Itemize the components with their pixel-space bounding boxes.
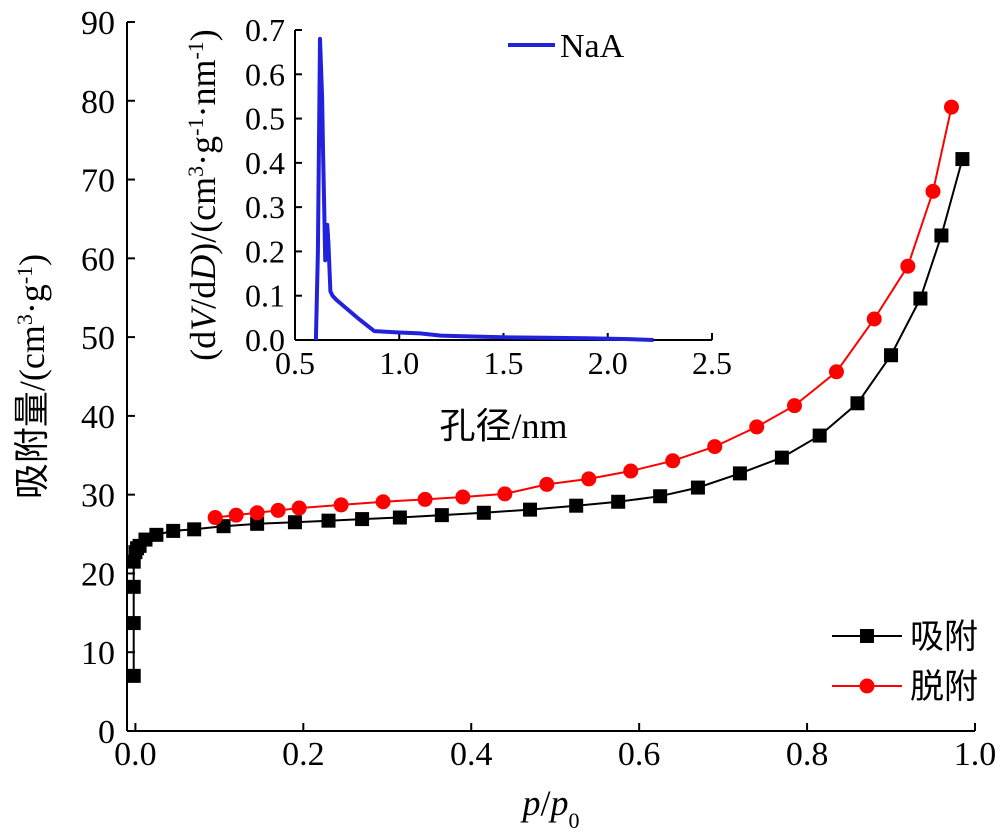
adsorption-point — [138, 532, 153, 547]
y-tick-label: 60 — [81, 241, 115, 278]
inset-x-tick-label: 2.0 — [588, 345, 628, 381]
y-tick-label: 70 — [81, 163, 115, 200]
adsorption-point — [913, 291, 928, 306]
adsorption-point — [321, 513, 336, 528]
inset-series-line-naa — [313, 36, 654, 342]
desorption-point — [581, 471, 597, 487]
y-tick-label: 30 — [81, 478, 115, 515]
x-tick-label: 0.0 — [114, 736, 157, 773]
legend-marker-square — [860, 629, 874, 643]
inset-x-tick-label: 1.0 — [379, 345, 419, 381]
legend-label: 吸附 — [910, 619, 978, 656]
inset-x-axis-title: 孔径/nm — [439, 406, 567, 446]
inset-y-axis-title: (dV/dD)/(cm3·g-1·nm-1) — [183, 29, 224, 361]
inset-x-tick-label: 0.5 — [275, 345, 315, 381]
inset-y-tick-label: 0.3 — [245, 189, 285, 225]
adsorption-point — [690, 480, 705, 495]
adsorption-point — [166, 523, 181, 538]
desorption-point — [623, 463, 639, 479]
desorption-point — [925, 183, 941, 199]
adsorption-point — [955, 152, 970, 167]
desorption-point — [333, 497, 349, 513]
desorption-point — [249, 505, 265, 521]
y-tick-label: 40 — [81, 399, 115, 436]
adsorption-point — [355, 512, 370, 527]
adsorption-point — [476, 505, 491, 520]
adsorption-point — [653, 489, 668, 504]
desorption-point — [707, 439, 723, 455]
desorption-point — [749, 419, 765, 435]
desorption-point — [497, 486, 513, 502]
main-plot: 0 10 20 30 40 50 60 70 80 90 0.0 0.2 0.4 0.6 0.8 1.0 p/p… — [12, 5, 997, 833]
inset-plot: 0.0 0.1 0.2 0.3 0.4 0.5 0.6 0.7 0.5 1.0 1.5 2.0 2.5 孔… — [183, 12, 733, 446]
inset-y-tick-label: 0.7 — [245, 12, 285, 48]
adsorption-point — [774, 450, 789, 465]
adsorption-point — [732, 466, 747, 481]
legend-marker-circle — [859, 678, 875, 694]
adsorption-point — [126, 579, 141, 594]
x-axis-title: p/p0 — [519, 783, 579, 833]
y-tick-label: 10 — [81, 635, 115, 672]
adsorption-point — [126, 616, 141, 631]
inset-y-tick-label: 0.2 — [245, 233, 285, 269]
adsorption-point — [149, 527, 164, 542]
series-line-desorption — [215, 106, 953, 519]
adsorption-point — [250, 516, 265, 531]
desorption-point — [455, 489, 471, 505]
y-tick-label: 50 — [81, 320, 115, 357]
x-tick-label: 0.2 — [282, 736, 325, 773]
desorption-point — [665, 453, 681, 469]
x-tick-label: 0.6 — [618, 736, 661, 773]
adsorption-point — [611, 494, 626, 509]
inset-y-tick-label: 0.6 — [245, 56, 285, 92]
desorption-point — [291, 500, 307, 516]
desorption-point — [375, 494, 391, 510]
inset-legend-label: NaA — [560, 28, 625, 65]
y-tick-label: 20 — [81, 556, 115, 593]
desorption-point — [786, 398, 802, 414]
desorption-point — [417, 491, 433, 507]
x-tick-label: 0.4 — [450, 736, 493, 773]
adsorption-point — [934, 228, 949, 243]
inset-y-tick-label: 0.0 — [245, 322, 285, 358]
adsorption-point — [812, 428, 827, 443]
adsorption-point — [434, 508, 449, 523]
inset-x-tick-label: 2.5 — [692, 345, 732, 381]
adsorption-point — [392, 510, 407, 525]
desorption-point — [866, 311, 882, 327]
desorption-point — [943, 99, 959, 115]
inset-x-tick-label: 1.5 — [484, 345, 524, 381]
inset-y-tick-label: 0.4 — [245, 145, 285, 181]
adsorption-point — [884, 348, 899, 363]
inset-y-tick-label: 0.1 — [245, 278, 285, 314]
adsorption-point — [187, 522, 202, 537]
y-tick-label: 0 — [98, 714, 115, 751]
x-tick-label: 0.8 — [786, 736, 829, 773]
desorption-point — [207, 510, 223, 526]
adsorption-point — [850, 396, 865, 411]
inset-y-tick-label: 0.5 — [245, 101, 285, 137]
y-tick-label: 80 — [81, 84, 115, 121]
adsorption-point — [569, 498, 584, 513]
adsorption-point — [126, 668, 141, 683]
desorption-point — [270, 502, 286, 518]
legend-label: 脱附 — [910, 668, 978, 706]
y-tick-label: 90 — [81, 5, 115, 42]
desorption-point — [228, 507, 244, 523]
adsorption-point — [287, 515, 302, 530]
y-axis-title: 吸附量/(cm3·g-1) — [12, 254, 53, 499]
desorption-point — [539, 476, 555, 492]
adsorption-point — [523, 502, 538, 517]
inset-legend: NaA — [508, 28, 625, 65]
desorption-point — [828, 364, 844, 380]
desorption-point — [900, 258, 916, 274]
x-tick-label: 1.0 — [954, 736, 997, 773]
